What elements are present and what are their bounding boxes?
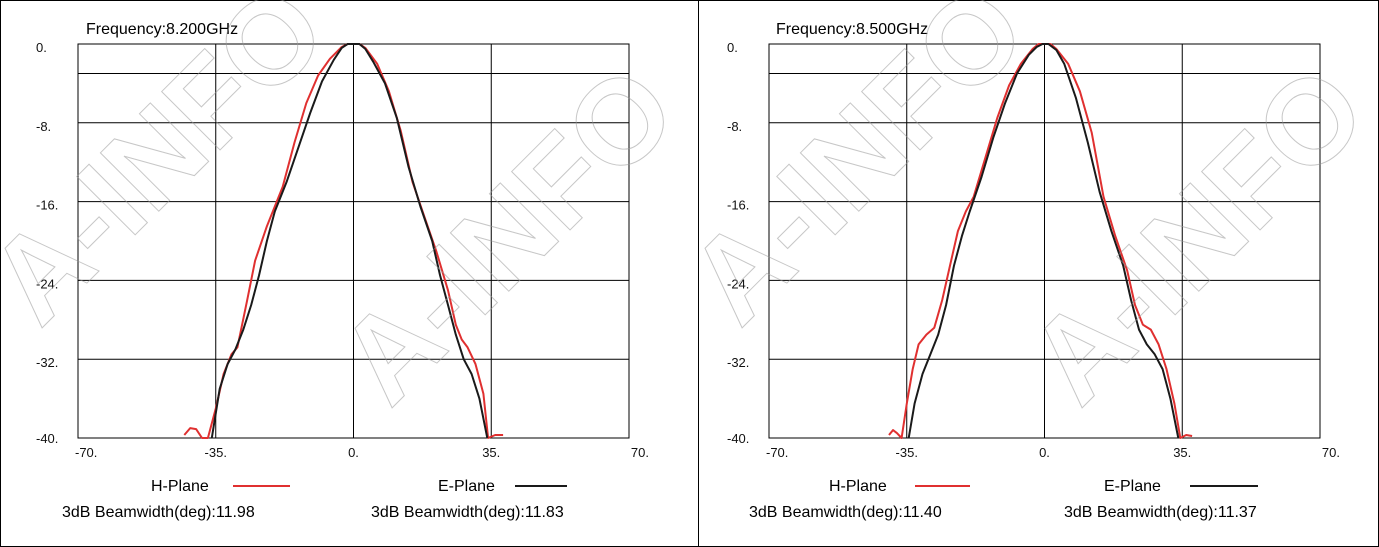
- x-tick-label: 0.: [1039, 445, 1050, 460]
- x-tick-label: -70.: [766, 445, 788, 460]
- beamwidth-e-plane: 3dB Beamwidth(deg):11.83: [371, 504, 564, 521]
- watermark-text: A-INFO: [0, 0, 351, 348]
- watermark-text: A-INFO: [664, 0, 1051, 348]
- series-lines: [888, 43, 1193, 439]
- x-tick-label: -35.: [205, 445, 227, 460]
- y-tick-label: -8.: [727, 119, 742, 134]
- legend-label-e-plane: E-Plane: [438, 478, 495, 495]
- legend-label-h-plane: H-Plane: [151, 478, 209, 495]
- watermark: A-INFO A-INFO A-INFO A-INFO: [0, 0, 1379, 429]
- chart-panel-8200: Frequency:8.200GHz 0. -8. -16. -24. -32. -40.…: [36, 21, 649, 521]
- y-tick-label: -40.: [36, 431, 58, 446]
- legend: H-Plane E-Plane 3dB Beamwidth(deg):11.98…: [62, 478, 567, 521]
- y-tick-label: -40.: [727, 431, 749, 446]
- y-tick-label: -16.: [36, 198, 58, 213]
- beamwidth-e-plane: 3dB Beamwidth(deg):11.37: [1064, 504, 1257, 521]
- y-tick-label: -16.: [727, 198, 749, 213]
- series-line-e-plane: [907, 43, 1180, 439]
- grid: [77, 43, 630, 439]
- watermark-text: A-INFO: [1004, 41, 1379, 428]
- legend-label-h-plane: H-Plane: [829, 478, 887, 495]
- watermark-text: A-INFO: [314, 41, 701, 428]
- y-tick-labels: 0. -8. -16. -24. -32. -40.: [727, 40, 749, 446]
- y-tick-label: 0.: [36, 40, 47, 55]
- x-tick-label: 35.: [1173, 445, 1191, 460]
- beamwidth-h-plane: 3dB Beamwidth(deg):11.98: [62, 504, 255, 521]
- y-tick-label: -24.: [727, 276, 749, 291]
- x-tick-label: -35.: [896, 445, 918, 460]
- x-tick-labels: -70. -35. 0. 35. 70.: [75, 445, 649, 460]
- chart-panel-8500: Frequency:8.500GHz 0. -8. -16. -24. -32. -40.…: [727, 21, 1340, 521]
- x-tick-label: 35.: [482, 445, 500, 460]
- y-tick-labels: 0. -8. -16. -24. -32. -40.: [36, 40, 58, 446]
- series-line-h-plane: [888, 43, 1193, 439]
- x-tick-label: 0.: [348, 445, 359, 460]
- chart-title: Frequency:8.200GHz: [86, 21, 238, 38]
- x-tick-labels: -70. -35. 0. 35. 70.: [766, 445, 1340, 460]
- legend: H-Plane E-Plane 3dB Beamwidth(deg):11.40…: [749, 478, 1258, 521]
- y-tick-label: -32.: [36, 355, 58, 370]
- y-tick-label: -32.: [727, 355, 749, 370]
- x-tick-label: 70.: [631, 445, 649, 460]
- x-tick-label: 70.: [1322, 445, 1340, 460]
- beamwidth-h-plane: 3dB Beamwidth(deg):11.40: [749, 504, 942, 521]
- legend-label-e-plane: E-Plane: [1104, 478, 1161, 495]
- y-tick-label: 0.: [727, 40, 738, 55]
- series-line-e-plane: [210, 43, 489, 439]
- series-lines: [183, 43, 504, 439]
- y-tick-label: -8.: [36, 119, 51, 134]
- y-tick-label: -24.: [36, 276, 58, 291]
- chart-title: Frequency:8.500GHz: [776, 21, 928, 38]
- x-tick-label: -70.: [75, 445, 97, 460]
